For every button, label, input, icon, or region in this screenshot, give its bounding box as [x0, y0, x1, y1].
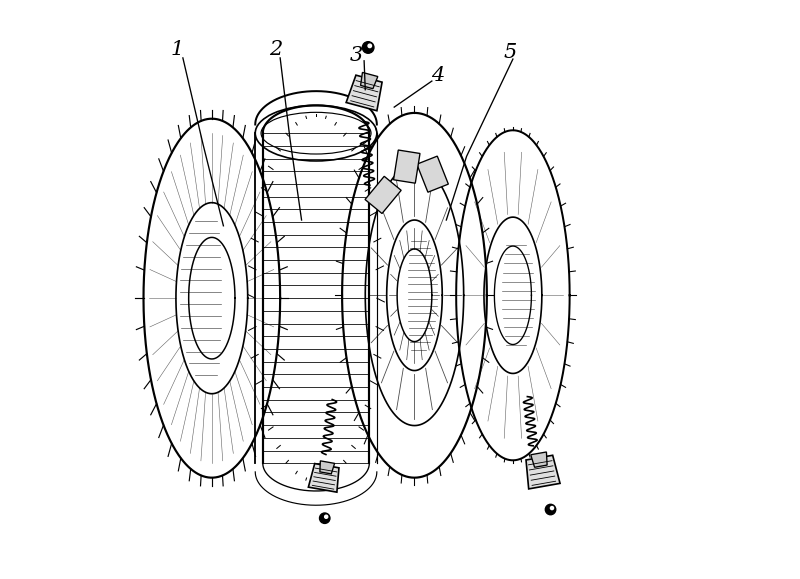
Polygon shape: [417, 156, 448, 192]
Text: 1: 1: [170, 40, 184, 58]
Text: 4: 4: [431, 66, 444, 85]
Text: 5: 5: [503, 43, 517, 61]
Polygon shape: [394, 150, 420, 183]
Circle shape: [368, 44, 371, 47]
Polygon shape: [320, 461, 334, 474]
Polygon shape: [365, 176, 401, 214]
Polygon shape: [530, 452, 547, 467]
Circle shape: [550, 507, 554, 510]
Polygon shape: [308, 464, 339, 492]
Text: 2: 2: [269, 40, 282, 58]
Circle shape: [546, 504, 556, 515]
Polygon shape: [526, 455, 560, 489]
Circle shape: [325, 515, 328, 518]
Polygon shape: [361, 72, 378, 89]
Circle shape: [319, 513, 330, 523]
Text: 3: 3: [350, 46, 363, 64]
Circle shape: [362, 42, 374, 53]
Polygon shape: [346, 75, 382, 111]
